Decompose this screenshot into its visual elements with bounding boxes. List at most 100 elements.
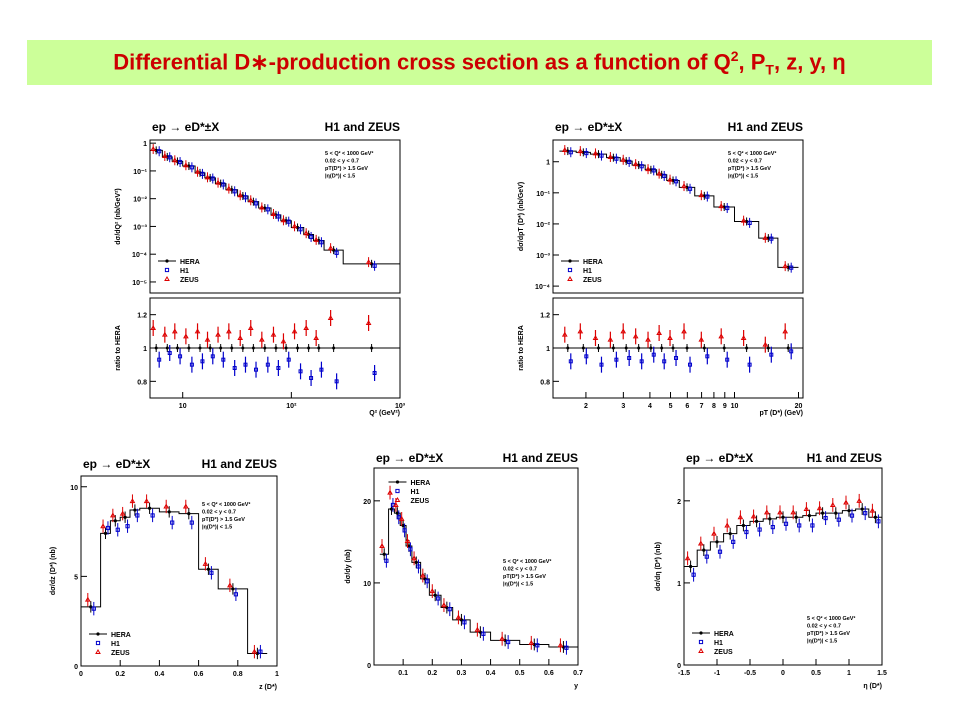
ratio-hera-point [766,346,770,350]
zeus-point [280,217,287,223]
ratio-h1-point [769,352,774,357]
zeus-point [270,210,277,216]
y-tick-label: 5 [74,574,78,581]
h1-point [627,159,632,165]
hera-point [103,531,108,535]
ratio-zeus-point [718,333,725,339]
slide-title: Differential D∗-production cross section… [113,48,845,78]
ratio-hera-point [332,346,336,350]
h1-point [481,631,486,636]
y-tick-label: 10 [70,485,78,492]
hera-point [581,150,585,154]
x-tick-label: 10³ [395,403,406,410]
ratio-hera-point [786,346,790,350]
zeus-point [681,183,687,189]
zeus-point [656,170,662,176]
x-tick-label: 0.5 [811,670,821,677]
h1-point [125,524,130,529]
ratio-hera-point [370,346,374,350]
ratio-hera-point [745,346,749,350]
y-tick-label: 10⁻⁵ [132,280,147,287]
zeus-point [667,176,673,182]
hera-point [113,519,117,523]
hera-point [167,510,171,514]
y-axis-label: dσ/dη (D*) (nb) [655,542,662,591]
ratio-hera-point [637,346,641,350]
zeus-point [303,230,310,236]
y-tick-label: 1 [143,141,147,148]
y-axis-label: dσ/dz (D*) (nb) [50,547,57,595]
ratio-zeus-point [592,334,599,340]
zeus-point [698,192,705,198]
ratio-h1-point [265,362,270,367]
zeus-point [404,538,411,544]
zeus-point [379,542,385,548]
h1-point [673,179,679,184]
zeus-point [737,514,744,520]
x-tick-label: -0.5 [744,670,756,677]
zeus-point [620,156,627,162]
ratio-zeus-point [667,334,673,340]
h1-point [115,527,120,532]
chart-title-process: ep → eD*±X [376,451,443,465]
zeus-point [869,507,876,513]
zeus-point [129,498,136,504]
h1-point [747,220,752,225]
h1-point [436,596,441,601]
y-tick-label: 10⁻³ [133,224,147,231]
h1-point [731,539,736,544]
chart-pt: ep → eD*±X H1 and ZEUS 1 10⁻¹ 10⁻² 10⁻³ 10⁻⁴ dσ… [518,120,804,417]
ratio-h1-point [662,359,667,364]
kinematic-cut-text: |η(D*)| < 1.5 [202,525,232,531]
ratio-h1-point [639,359,644,364]
zeus-point [843,499,849,505]
legend-h1-marker [698,639,704,645]
h1-point [651,168,656,173]
ratio-h1-point [243,362,248,367]
zeus-point [777,509,783,515]
legend-h1-marker [567,267,573,273]
ratio-hera-point [263,346,267,350]
h1-point [705,194,710,199]
kinematic-cut-text: 0.02 < y < 0.7 [728,159,762,165]
ratio-hera-point [649,346,653,350]
x-tick-label: 6 [685,403,689,410]
hera-point [123,515,127,519]
chart-title-experiment: H1 and ZEUS [325,120,400,134]
ratio-zeus-point [656,329,662,335]
h1-point [402,528,407,533]
zeus-point [215,179,221,185]
legend-label: H1 [583,268,592,275]
ratio-hera-point [671,346,675,350]
y-tick-label: 10⁻³ [536,253,550,260]
h1-point [614,156,619,161]
h1-point [599,153,604,158]
h1-point [253,201,259,206]
h1-point [725,205,730,211]
x-tick-label: 0.1 [398,670,408,677]
y-axis-label: dσ/dy (nb) [345,549,352,583]
zeus-point [225,185,232,191]
hera-point [133,508,137,512]
h1-point [447,607,452,612]
kinematic-cut-text: 5 < Q² < 1000 GeV² [503,558,551,565]
h1-point [797,523,802,528]
hera-point [154,148,158,152]
ratio-hera-point [722,346,726,350]
zeus-point [100,523,106,529]
ratio-h1-point [627,356,632,360]
h1-point [783,521,789,526]
ratio-hera-point [284,346,288,350]
ratio-hera-point [566,346,570,350]
legend-label: H1 [180,268,189,275]
zeus-point [387,489,393,495]
ratio-h1-point [334,379,339,384]
x-tick-label: 20 [795,403,803,410]
title-pt-subscript: T [765,61,774,78]
legend-zeus-marker [567,275,573,281]
zeus-point [119,510,126,516]
zeus-point [171,157,178,163]
plot-frame [149,139,401,294]
chart-q2: ep → eD*±X H1 and ZEUS110⁻¹10⁻²10⁻³10⁻⁴10… [115,120,406,417]
ratio-h1-point [568,359,573,364]
